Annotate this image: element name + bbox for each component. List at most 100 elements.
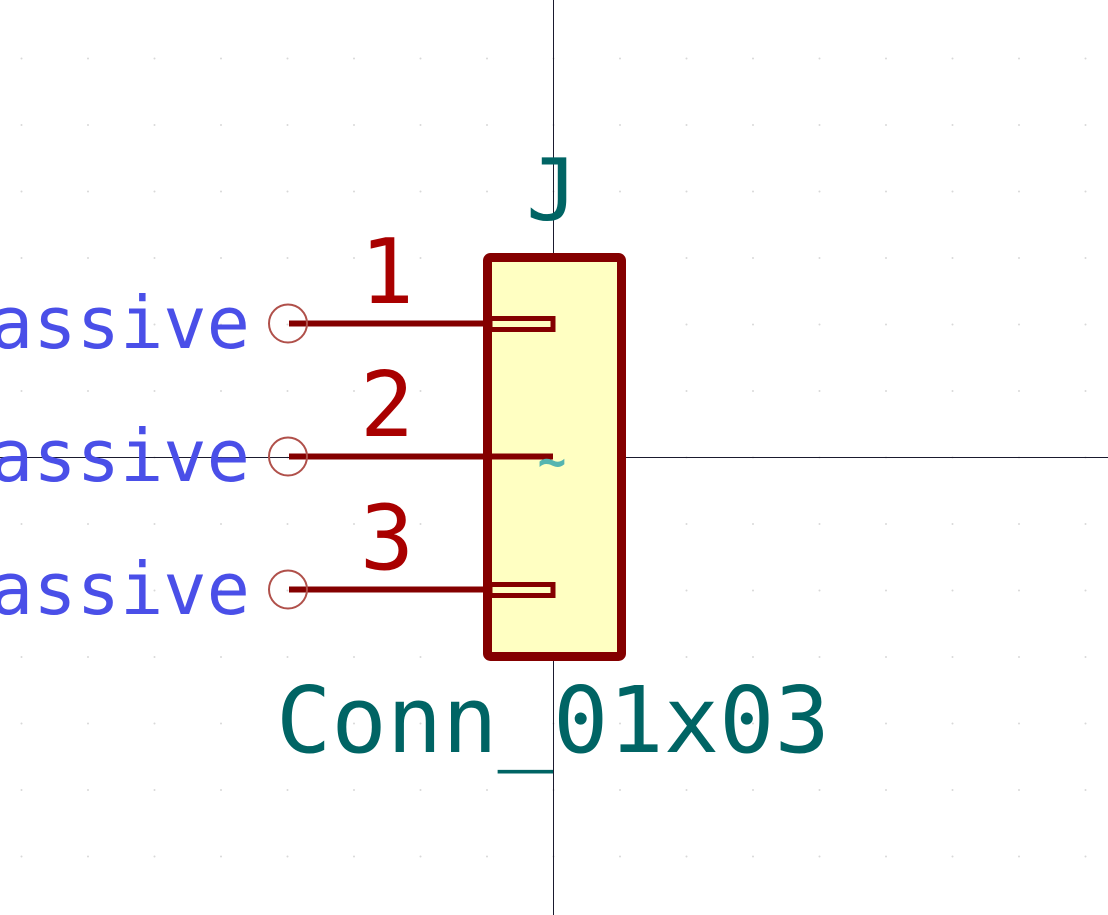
grid-dot	[153, 523, 156, 525]
grid-dot	[1084, 855, 1087, 858]
grid-dot	[818, 656, 821, 658]
grid-dot	[20, 656, 23, 658]
grid-dot	[419, 390, 422, 392]
grid-dot	[885, 855, 887, 858]
grid-dot	[818, 57, 821, 60]
value-field[interactable]: Conn_01x03	[276, 667, 830, 774]
grid-dot	[685, 722, 688, 725]
grid-dot	[20, 722, 23, 725]
grid-dot	[353, 523, 355, 525]
grid-dot	[619, 722, 621, 725]
grid-dot	[286, 789, 289, 791]
grid-dot	[419, 257, 422, 259]
grid-dot	[818, 523, 821, 525]
grid-dot	[153, 789, 156, 791]
grid-dot	[87, 722, 89, 725]
grid-dot	[353, 656, 355, 658]
grid-dot	[885, 57, 887, 60]
grid-dot	[1084, 789, 1087, 791]
grid-dot	[286, 323, 289, 326]
grid-dot	[685, 523, 688, 525]
grid-dot	[752, 722, 754, 725]
grid-dot	[20, 789, 23, 791]
grid-dot	[1084, 124, 1087, 126]
grid-dot	[885, 124, 887, 126]
pin-3[interactable]: 3 Passive	[0, 486, 556, 631]
grid-dot	[752, 323, 754, 326]
grid-dot	[885, 323, 887, 326]
grid-dot	[951, 789, 954, 791]
grid-dot	[752, 656, 754, 658]
grid-dot	[619, 855, 621, 858]
grid-dot	[419, 124, 422, 126]
grid-dot	[220, 523, 222, 525]
grid-dot	[153, 57, 156, 60]
grid-dot	[1084, 656, 1087, 658]
grid-dot	[951, 57, 954, 60]
grid-dot	[685, 190, 688, 193]
pin-2-type-label: Passive	[0, 414, 250, 498]
grid-dot	[685, 855, 688, 858]
grid-dot	[1018, 57, 1020, 60]
grid-dot	[818, 855, 821, 858]
grid-dot	[419, 722, 422, 725]
grid-dot	[153, 124, 156, 126]
grid-dot	[619, 124, 621, 126]
grid-dot	[419, 789, 422, 791]
grid-dot	[1084, 257, 1087, 259]
grid-dot	[220, 589, 222, 592]
grid-dot	[885, 190, 887, 193]
grid-dot	[220, 656, 222, 658]
grid-dot	[1084, 390, 1087, 392]
grid-dot	[752, 190, 754, 193]
grid-dot	[286, 190, 289, 193]
grid-dot	[153, 855, 156, 858]
grid-dot	[818, 190, 821, 193]
reference-field[interactable]: J	[526, 141, 578, 241]
grid-dot	[220, 390, 222, 392]
grid-dot	[419, 523, 422, 525]
pin-1[interactable]: 1 Passive	[0, 220, 556, 365]
grid-dot	[153, 257, 156, 259]
grid-dot	[486, 722, 488, 725]
grid-dot	[286, 390, 289, 392]
pin-3-number: 3	[360, 486, 414, 591]
pin-3-contact	[487, 582, 556, 598]
grid-dot	[286, 523, 289, 525]
anchor-marker: ~	[538, 434, 567, 490]
grid-dot	[685, 656, 688, 658]
grid-dot	[1018, 257, 1020, 259]
grid-dot	[752, 390, 754, 392]
grid-dot	[220, 257, 222, 259]
grid-dot	[1084, 722, 1087, 725]
pin-1-contact	[487, 316, 556, 332]
grid-dot	[818, 257, 821, 259]
grid-dot	[486, 124, 488, 126]
pin-2[interactable]: 2 Passive	[0, 353, 553, 498]
grid-dot	[486, 57, 488, 60]
grid-dot	[1018, 656, 1020, 658]
pin-1-end-circle[interactable]	[268, 303, 308, 344]
grid-dot	[286, 855, 289, 858]
grid-dot	[951, 257, 954, 259]
grid-dot	[951, 124, 954, 126]
grid-dot	[87, 390, 89, 392]
pin-1-type-label: Passive	[0, 281, 250, 365]
grid-dot	[353, 789, 355, 791]
grid-dot	[752, 124, 754, 126]
grid-dot	[885, 656, 887, 658]
grid-dot	[87, 523, 89, 525]
grid-dot	[220, 855, 222, 858]
grid-dot	[20, 855, 23, 858]
grid-dot	[20, 190, 23, 193]
grid-dot	[353, 257, 355, 259]
grid-dot	[1084, 523, 1087, 525]
grid-dot	[685, 57, 688, 60]
pin-3-end-circle[interactable]	[268, 569, 308, 610]
grid-dot	[286, 722, 289, 725]
grid-dot	[353, 390, 355, 392]
pin-2-end-circle[interactable]	[268, 436, 308, 477]
grid-dot	[1018, 124, 1020, 126]
grid-dot	[419, 57, 422, 60]
